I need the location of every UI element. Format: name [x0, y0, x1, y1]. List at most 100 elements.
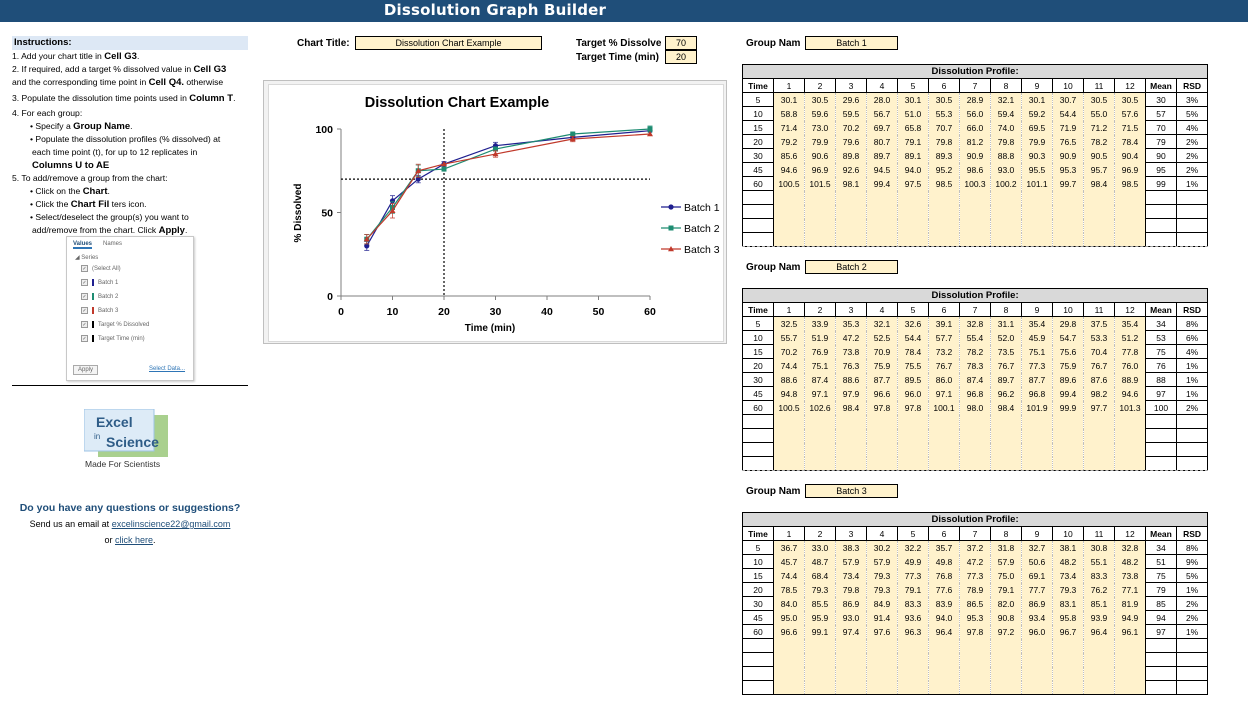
replicate-cell[interactable] [1114, 456, 1146, 471]
replicate-cell[interactable]: 99.1 [804, 624, 836, 639]
replicate-cell[interactable]: 79.2 [773, 134, 805, 149]
time-cell[interactable]: 5 [742, 92, 774, 107]
replicate-cell[interactable] [804, 680, 836, 695]
replicate-cell[interactable] [773, 204, 805, 219]
replicate-cell[interactable] [773, 638, 805, 653]
replicate-cell[interactable] [897, 428, 929, 443]
replicate-cell[interactable] [1114, 680, 1146, 695]
time-cell[interactable]: 10 [742, 106, 774, 121]
replicate-cell[interactable]: 48.2 [1114, 554, 1146, 569]
replicate-cell[interactable]: 98.1 [835, 176, 867, 191]
replicate-cell[interactable]: 49.8 [928, 554, 960, 569]
replicate-cell[interactable] [990, 652, 1022, 667]
replicate-cell[interactable]: 74.4 [773, 568, 805, 583]
replicate-cell[interactable]: 29.6 [835, 92, 867, 107]
replicate-cell[interactable] [897, 218, 929, 233]
time-cell[interactable]: 60 [742, 400, 774, 415]
replicate-cell[interactable]: 71.4 [773, 120, 805, 135]
group-name-input[interactable]: Batch 1 [805, 36, 898, 50]
replicate-cell[interactable]: 87.4 [959, 372, 991, 387]
replicate-cell[interactable]: 98.4 [1083, 176, 1115, 191]
email-link[interactable]: excelinscience22@gmail.com [111, 519, 231, 529]
replicate-cell[interactable] [835, 190, 867, 205]
replicate-cell[interactable] [1052, 190, 1084, 205]
replicate-cell[interactable] [1114, 414, 1146, 429]
replicate-cell[interactable] [866, 652, 898, 667]
time-cell[interactable]: 30 [742, 596, 774, 611]
replicate-cell[interactable] [928, 456, 960, 471]
replicate-cell[interactable] [773, 666, 805, 681]
replicate-cell[interactable]: 78.2 [1083, 134, 1115, 149]
replicate-cell[interactable] [928, 218, 960, 233]
chart-frame[interactable]: Dissolution Chart Example Time (min) % D… [263, 80, 727, 344]
replicate-cell[interactable]: 28.9 [959, 92, 991, 107]
replicate-cell[interactable] [1052, 414, 1084, 429]
replicate-cell[interactable] [835, 204, 867, 219]
replicate-cell[interactable]: 90.5 [1083, 148, 1115, 163]
time-cell[interactable] [742, 190, 774, 205]
time-cell[interactable] [742, 652, 774, 667]
replicate-cell[interactable]: 70.7 [928, 120, 960, 135]
replicate-cell[interactable] [866, 442, 898, 457]
replicate-cell[interactable]: 30.5 [804, 92, 836, 107]
replicate-cell[interactable]: 97.1 [928, 386, 960, 401]
replicate-cell[interactable] [835, 232, 867, 247]
replicate-cell[interactable]: 94.5 [866, 162, 898, 177]
replicate-cell[interactable] [928, 652, 960, 667]
replicate-cell[interactable] [835, 442, 867, 457]
replicate-cell[interactable] [1052, 204, 1084, 219]
replicate-cell[interactable]: 95.9 [804, 610, 836, 625]
replicate-cell[interactable] [1083, 204, 1115, 219]
time-cell[interactable] [742, 204, 774, 219]
replicate-cell[interactable]: 79.8 [990, 134, 1022, 149]
replicate-cell[interactable]: 81.2 [959, 134, 991, 149]
replicate-cell[interactable]: 78.3 [959, 358, 991, 373]
replicate-cell[interactable]: 101.3 [1114, 400, 1146, 415]
replicate-cell[interactable] [1114, 428, 1146, 443]
replicate-cell[interactable] [773, 456, 805, 471]
replicate-cell[interactable]: 96.2 [990, 386, 1022, 401]
chart-area[interactable]: Dissolution Chart Example Time (min) % D… [268, 84, 724, 342]
replicate-cell[interactable]: 96.0 [1021, 624, 1053, 639]
replicate-cell[interactable]: 94.0 [897, 162, 929, 177]
replicate-cell[interactable]: 93.4 [1021, 610, 1053, 625]
replicate-cell[interactable] [1114, 218, 1146, 233]
replicate-cell[interactable]: 30.5 [928, 92, 960, 107]
replicate-cell[interactable] [1114, 652, 1146, 667]
replicate-cell[interactable]: 86.9 [1021, 596, 1053, 611]
replicate-cell[interactable]: 89.3 [928, 148, 960, 163]
replicate-cell[interactable]: 71.9 [1052, 120, 1084, 135]
replicate-cell[interactable] [773, 680, 805, 695]
replicate-cell[interactable] [1052, 666, 1084, 681]
replicate-cell[interactable]: 97.8 [866, 400, 898, 415]
replicate-cell[interactable]: 79.1 [897, 582, 929, 597]
replicate-cell[interactable]: 32.8 [1114, 540, 1146, 555]
replicate-cell[interactable] [866, 428, 898, 443]
replicate-cell[interactable]: 90.9 [959, 148, 991, 163]
replicate-cell[interactable]: 88.6 [835, 372, 867, 387]
replicate-cell[interactable]: 35.4 [1021, 316, 1053, 331]
replicate-cell[interactable] [1083, 442, 1115, 457]
time-cell[interactable]: 30 [742, 372, 774, 387]
replicate-cell[interactable]: 91.4 [866, 610, 898, 625]
replicate-cell[interactable] [1114, 204, 1146, 219]
replicate-cell[interactable]: 77.3 [1021, 358, 1053, 373]
replicate-cell[interactable]: 87.7 [866, 372, 898, 387]
replicate-cell[interactable]: 75.5 [897, 358, 929, 373]
replicate-cell[interactable]: 77.6 [928, 582, 960, 597]
replicate-cell[interactable] [1083, 456, 1115, 471]
replicate-cell[interactable]: 101.5 [804, 176, 836, 191]
target-pct-input[interactable]: 70 [665, 36, 697, 50]
time-cell[interactable]: 15 [742, 120, 774, 135]
chart-title-input[interactable]: Dissolution Chart Example [355, 36, 542, 50]
target-time-input[interactable]: 20 [665, 50, 697, 64]
replicate-cell[interactable]: 73.5 [990, 344, 1022, 359]
replicate-cell[interactable] [1021, 232, 1053, 247]
replicate-cell[interactable]: 78.4 [1114, 134, 1146, 149]
replicate-cell[interactable] [1052, 232, 1084, 247]
replicate-cell[interactable]: 79.3 [866, 582, 898, 597]
replicate-cell[interactable]: 30.7 [1052, 92, 1084, 107]
replicate-cell[interactable]: 97.4 [835, 624, 867, 639]
replicate-cell[interactable]: 100.3 [959, 176, 991, 191]
replicate-cell[interactable]: 90.4 [1114, 148, 1146, 163]
